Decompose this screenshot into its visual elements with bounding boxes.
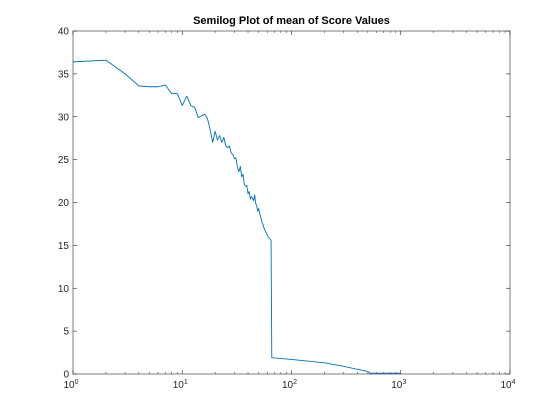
plot-area	[73, 31, 510, 374]
series-line	[72, 59, 401, 374]
y-axis-ticks: 0 5 10 15 20 25 30 35 40	[58, 27, 510, 381]
x-tick-label: 103	[391, 379, 406, 391]
y-tick-label: 10	[58, 284, 70, 295]
y-tick-label: 5	[63, 327, 69, 338]
series-layer	[72, 59, 401, 374]
chart-title: Semilog Plot of mean of Score Values	[193, 15, 390, 27]
x-tick-label: 101	[173, 379, 188, 391]
x-axis-ticks: 100 101 102 103 104	[63, 31, 516, 391]
y-tick-label: 40	[58, 27, 70, 38]
x-tick-label: 104	[500, 379, 515, 391]
x-tick-label: 100	[63, 379, 78, 391]
y-tick-label: 35	[58, 69, 70, 80]
y-tick-label: 25	[58, 155, 70, 166]
x-tick-label: 102	[282, 379, 297, 391]
y-tick-label: 20	[58, 198, 70, 209]
axes-box	[72, 30, 511, 375]
y-tick-label: 30	[58, 112, 70, 123]
y-tick-label: 0	[63, 370, 69, 381]
y-tick-label: 15	[58, 241, 70, 252]
